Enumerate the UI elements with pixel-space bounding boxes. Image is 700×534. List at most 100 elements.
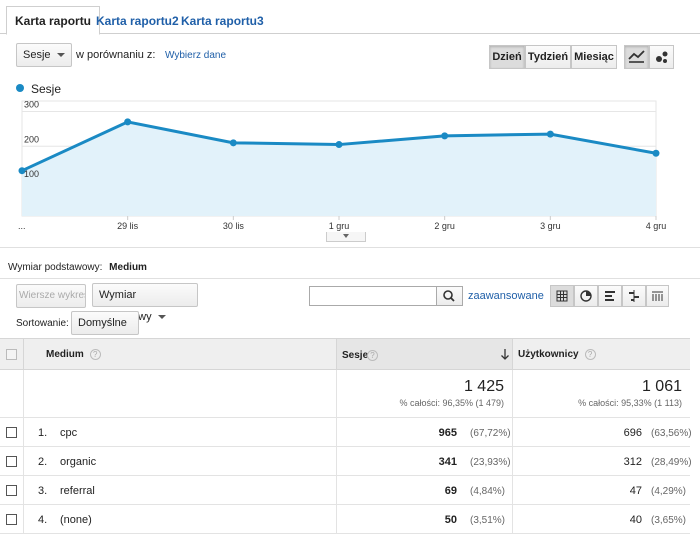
series-area-sesje — [22, 121, 656, 216]
x-tick-label: 3 gru — [540, 221, 561, 231]
row-medium-link[interactable]: (none) — [60, 514, 92, 526]
row-users-pct: (4,29%) — [651, 486, 687, 497]
data-point-1 — [124, 118, 132, 126]
plot-rows-button[interactable]: Wiersze wykresu — [16, 284, 86, 308]
grid-icon — [556, 290, 568, 302]
row-sessions-cell: 50 (3,51%) — [336, 505, 513, 533]
compare-link[interactable]: Wybierz dane — [165, 50, 227, 61]
advanced-filter-link[interactable]: zaawansowane — [468, 290, 544, 302]
row-users-cell: 696 (63,56%) — [514, 418, 692, 446]
row-medium-link[interactable]: referral — [60, 485, 95, 497]
period-day-button[interactable]: Dzień — [489, 45, 525, 69]
row-checkbox[interactable] — [6, 485, 17, 496]
row-users-value: 696 — [623, 427, 642, 439]
comparison-icon — [629, 290, 639, 302]
select-all-cell — [0, 339, 24, 369]
period-week-button[interactable]: Tydzień — [525, 45, 571, 69]
report-tabs: Karta raportu Karta raportu2 Karta rapor… — [0, 0, 700, 35]
row-users-cell: 40 (3,65%) — [514, 505, 690, 533]
row-index: 3. — [38, 485, 48, 497]
search-button[interactable] — [436, 286, 463, 306]
view-pie-button[interactable] — [574, 285, 598, 307]
row-medium-link[interactable]: cpc — [60, 427, 78, 439]
row-checkbox[interactable] — [6, 514, 17, 525]
search-icon — [443, 290, 455, 302]
view-performance-button[interactable] — [598, 285, 622, 307]
row-users-cell: 312 (28,49%) — [514, 447, 692, 475]
column-header-users[interactable]: Użytkownicy? — [518, 349, 596, 379]
row-users-value: 47 — [629, 485, 642, 497]
row-users-pct: (28,49%) — [651, 457, 692, 468]
y-tick-label: 300 — [24, 99, 39, 109]
sort-arrow-down-icon — [501, 349, 509, 360]
tab-karta-raportu3[interactable]: Karta raportu3 — [181, 14, 264, 28]
row-checkbox[interactable] — [6, 456, 17, 467]
chevron-down-icon — [157, 315, 166, 320]
data-point-6 — [652, 149, 660, 157]
y-tick-label: 100 — [24, 169, 39, 179]
help-icon[interactable]: ? — [367, 350, 378, 361]
view-table-button[interactable] — [550, 285, 574, 307]
y-tick-label: 200 — [24, 134, 39, 144]
view-comparison-button[interactable] — [622, 285, 646, 307]
sessions-line-chart: ... 29 lis 30 lis 1 gru 2 gru 3 gru 4 gru 100 2… — [18, 99, 667, 231]
data-point-4 — [441, 132, 449, 140]
x-tick-label: 1 gru — [329, 221, 350, 231]
row-sessions-value: 69 — [444, 485, 457, 497]
row-sessions-cell: 965 (67,72%) — [336, 418, 513, 446]
column-header-medium[interactable]: Medium? — [46, 349, 101, 379]
x-tick-label: 2 gru — [434, 221, 455, 231]
row-sessions-pct: (67,72%) — [470, 428, 511, 439]
select-all-checkbox[interactable] — [6, 349, 17, 360]
row-users-value: 312 — [623, 456, 642, 468]
chevron-down-icon — [343, 234, 349, 238]
row-users-value: 40 — [629, 514, 642, 526]
line-chart-toggle[interactable] — [624, 45, 649, 69]
motion-chart-toggle[interactable] — [649, 45, 674, 69]
row-sessions-cell: 341 (23,93%) — [336, 447, 513, 475]
row-sessions-cell: 69 (4,84%) — [336, 476, 513, 504]
data-point-3 — [335, 141, 343, 149]
tab-karta-raportu[interactable]: Karta raportu — [6, 6, 101, 35]
line-chart-icon — [628, 50, 645, 63]
primary-dimension: Wymiar podstawowy: Medium — [8, 262, 147, 273]
tab-karta-raportu2[interactable]: Karta raportu2 — [96, 14, 179, 28]
chevron-down-icon — [56, 53, 65, 58]
table-header-row: Medium? Sesje ? Użytkownicy? — [0, 338, 690, 370]
table-search-input[interactable] — [309, 286, 437, 306]
primary-dimension-value[interactable]: Medium — [109, 262, 147, 273]
pie-chart-icon — [580, 290, 592, 302]
period-month-button[interactable]: Miesiąc — [571, 45, 617, 69]
x-tick-label: 30 lis — [223, 221, 245, 231]
sort-select[interactable]: Domyślne — [71, 311, 139, 348]
row-select-cell — [0, 418, 24, 446]
sort-label: Sortowanie: — [16, 318, 69, 329]
data-point-0 — [18, 167, 26, 175]
row-select-cell — [0, 476, 24, 504]
secondary-dimension-select[interactable]: Wymiar dodatkowy — [92, 283, 198, 323]
x-tick-label: 4 gru — [646, 221, 667, 231]
metric-select[interactable]: Sesje — [16, 43, 72, 67]
row-index: 1. — [38, 427, 48, 439]
help-icon[interactable]: ? — [584, 349, 596, 360]
chart-collapse-handle[interactable] — [326, 232, 366, 242]
help-icon[interactable]: ? — [89, 349, 101, 360]
row-sessions-value: 341 — [438, 456, 457, 468]
metric-select-value: Sesje — [23, 49, 51, 61]
column-header-sessions-label: Sesje — [342, 350, 369, 361]
row-checkbox[interactable] — [6, 427, 17, 438]
column-header-sessions[interactable]: Sesje ? — [336, 339, 513, 369]
row-sessions-pct: (3,51%) — [470, 515, 506, 526]
row-sessions-value: 965 — [438, 427, 457, 439]
row-select-cell — [0, 505, 24, 533]
row-sessions-pct: (4,84%) — [470, 486, 506, 497]
table-row: 1. cpc 965 (67,72%) 696 (63,56%) — [0, 418, 692, 447]
total-users-share: % całości: 95,33% (1 113) — [578, 398, 682, 408]
row-medium-link[interactable]: organic — [60, 456, 97, 468]
table-view-toggles — [550, 285, 669, 307]
data-point-2 — [229, 139, 237, 147]
row-users-pct: (3,65%) — [651, 515, 687, 526]
view-pivot-button[interactable] — [646, 285, 669, 307]
data-point-5 — [546, 130, 554, 138]
row-users-pct: (63,56%) — [651, 428, 692, 439]
